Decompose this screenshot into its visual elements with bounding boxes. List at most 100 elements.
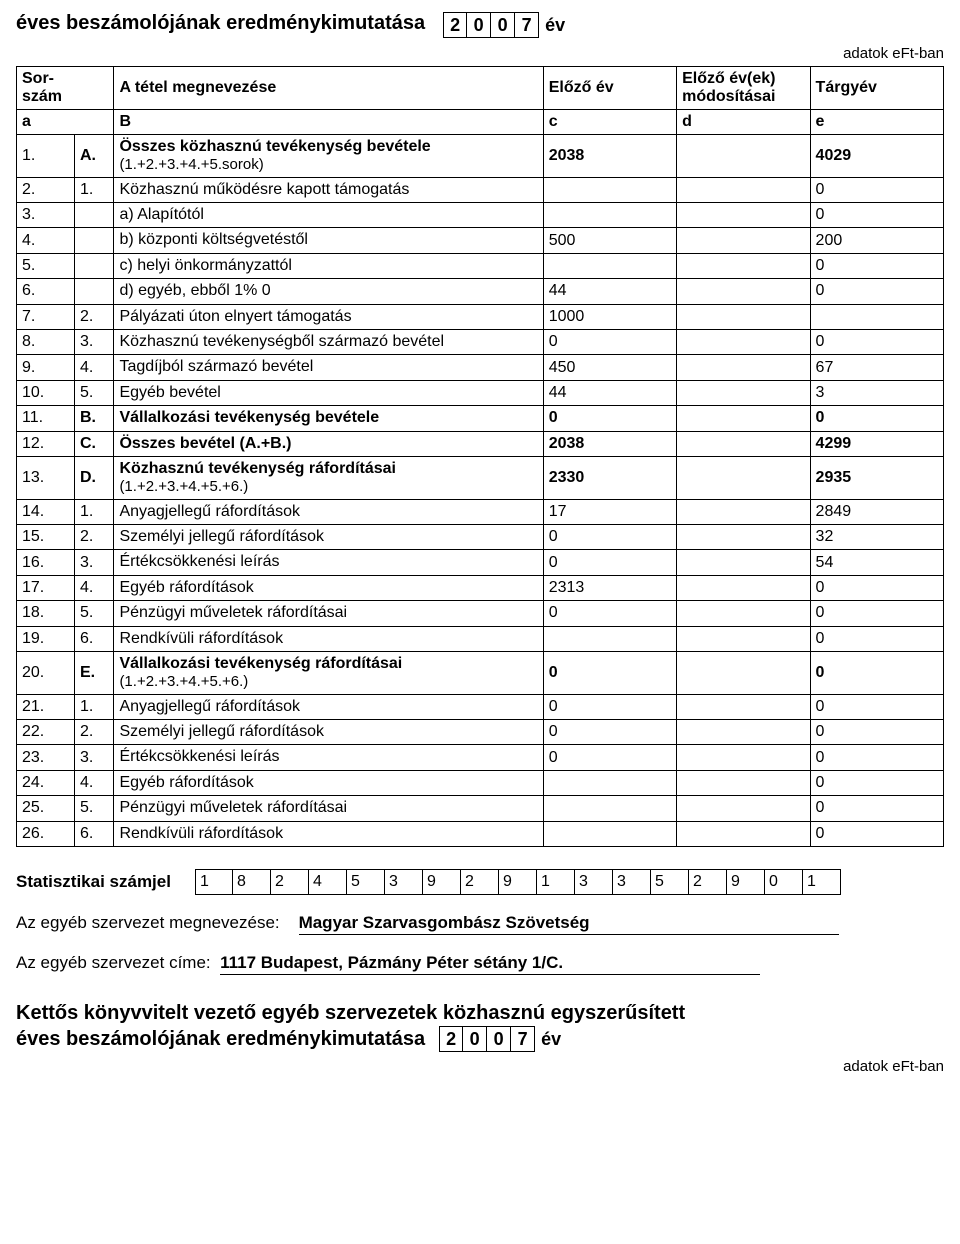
stat-digit: 9 (423, 869, 461, 895)
row-number: 22. (17, 719, 75, 744)
row-letter: 5. (75, 601, 114, 626)
row-name: a) Alapítótól (114, 203, 543, 228)
row-name: Közhasznú tevékenység ráfordításai(1.+2.… (114, 456, 543, 499)
row-name-main: Anyagjellegű ráfordítások (119, 503, 537, 521)
row-number: 19. (17, 626, 75, 651)
row-letter: 3. (75, 745, 114, 770)
row-name-main: b) központi költségvetéstől (119, 231, 537, 249)
row-name: Pénzügyi műveletek ráfordításai (114, 601, 543, 626)
table-row: 22.2.Személyi jellegű ráfordítások00 (17, 719, 944, 744)
row-number: 13. (17, 456, 75, 499)
row-number: 1. (17, 135, 75, 178)
header-row: éves beszámolójának eredménykimutatása 2… (16, 12, 944, 39)
row-col-c: 0 (543, 329, 676, 354)
row-col-e: 0 (810, 651, 943, 694)
row-number: 12. (17, 431, 75, 456)
row-col-e: 0 (810, 279, 943, 304)
table-row: 14.1.Anyagjellegű ráfordítások172849 (17, 499, 944, 524)
row-col-c: 450 (543, 355, 676, 380)
stat-digit: 0 (765, 869, 803, 895)
table-row: 15.2.Személyi jellegű ráfordítások032 (17, 524, 944, 549)
row-col-d (677, 456, 810, 499)
table-row: 5.c) helyi önkormányzattól0 (17, 253, 944, 278)
row-name-main: Pályázati úton elnyert támogatás (119, 308, 537, 326)
row-name: Tagdíjból származó bevétel (114, 355, 543, 380)
row-col-d (677, 796, 810, 821)
table-row: 23.3.Értékcsökkenési leírás00 (17, 745, 944, 770)
row-col-c: 0 (543, 601, 676, 626)
table-body: 1.A.Összes közhasznú tevékenység bevétel… (17, 135, 944, 847)
year-boxes: 2 0 0 7 (443, 12, 539, 38)
row-col-d (677, 228, 810, 253)
row-col-d (677, 355, 810, 380)
row-letter (75, 279, 114, 304)
row-col-c: 0 (543, 719, 676, 744)
col-tetel: A tétel megnevezése (114, 67, 543, 110)
row-col-e: 2849 (810, 499, 943, 524)
row-col-e: 0 (810, 694, 943, 719)
row-col-d (677, 304, 810, 329)
table-row: 13.D.Közhasznú tevékenység ráfordításai(… (17, 456, 944, 499)
row-name: Rendkívüli ráfordítások (114, 821, 543, 846)
org-name-label: Az egyéb szervezet megnevezése: (16, 913, 280, 932)
row-letter: 2. (75, 304, 114, 329)
org-name-line: Az egyéb szervezet megnevezése: Magyar S… (16, 913, 944, 935)
row-letter: B. (75, 406, 114, 431)
row-col-c: 17 (543, 499, 676, 524)
row-col-c: 0 (543, 651, 676, 694)
org-addr-line: Az egyéb szervezet címe: 1117 Budapest, … (16, 953, 944, 975)
table-row: 25.5.Pénzügyi műveletek ráfordításai0 (17, 796, 944, 821)
row-name-main: Egyéb ráfordítások (119, 774, 537, 792)
table-row: 10.5.Egyéb bevétel443 (17, 380, 944, 405)
footer-line1: Kettős könyvvitelt vezető egyéb szerveze… (16, 1001, 944, 1026)
col-mod: Előző év(ek) módosításai (677, 67, 810, 110)
table-row: 17.4.Egyéb ráfordítások23130 (17, 575, 944, 600)
row-name-main: Pénzügyi műveletek ráfordításai (119, 604, 537, 622)
row-name-main: Rendkívüli ráfordítások (119, 630, 537, 648)
row-col-c: 500 (543, 228, 676, 253)
row-number: 3. (17, 203, 75, 228)
row-name: c) helyi önkormányzattól (114, 253, 543, 278)
stat-digit: 2 (689, 869, 727, 895)
stat-digit: 1 (195, 869, 233, 895)
row-name: Vállalkozási tevékenység ráfordításai(1.… (114, 651, 543, 694)
row-letter (75, 228, 114, 253)
col-targy: Tárgyév (810, 67, 943, 110)
row-col-c: 1000 (543, 304, 676, 329)
footer-units-note: adatok eFt-ban (16, 1058, 944, 1075)
table-row: 19.6.Rendkívüli ráfordítások0 (17, 626, 944, 651)
table-row: 8.3.Közhasznú tevékenységből származó be… (17, 329, 944, 354)
row-col-d (677, 203, 810, 228)
row-name: Értékcsökkenési leírás (114, 550, 543, 575)
row-name: Személyi jellegű ráfordítások (114, 524, 543, 549)
year-digit: 0 (467, 12, 491, 38)
table-row: 3. a) Alapítótól 0 (17, 203, 944, 228)
row-col-d (677, 135, 810, 178)
stat-digit: 1 (537, 869, 575, 895)
year-digit: 2 (439, 1026, 463, 1052)
stat-id-digits: 18245392913352901 (195, 869, 841, 895)
row-col-d (677, 499, 810, 524)
row-col-e: 0 (810, 796, 943, 821)
table-row: 1.A.Összes közhasznú tevékenység bevétel… (17, 135, 944, 178)
row-letter: 2. (75, 719, 114, 744)
footer-line2: éves beszámolójának eredménykimutatása (16, 1027, 425, 1052)
col-elozo: Előző év (543, 67, 676, 110)
stat-id-label: Statisztikai számjel (16, 872, 171, 892)
row-col-c (543, 796, 676, 821)
row-number: 5. (17, 253, 75, 278)
row-name: Közhasznú működésre kapott támogatás (114, 177, 543, 202)
row-number: 2. (17, 177, 75, 202)
table-row: 2.1.Közhasznú működésre kapott támogatás… (17, 177, 944, 202)
row-col-c: 0 (543, 550, 676, 575)
row-col-d (677, 601, 810, 626)
row-name-main: Közhasznú tevékenységből származó bevéte… (119, 333, 537, 351)
row-name-main: Értékcsökkenési leírás (119, 553, 537, 571)
row-name-main: Tagdíjból származó bevétel (119, 358, 537, 376)
row-number: 24. (17, 770, 75, 795)
row-col-c: 2330 (543, 456, 676, 499)
row-col-d (677, 821, 810, 846)
row-letter: 6. (75, 626, 114, 651)
table-row: 4.b) központi költségvetéstől500200 (17, 228, 944, 253)
row-col-e: 0 (810, 203, 943, 228)
